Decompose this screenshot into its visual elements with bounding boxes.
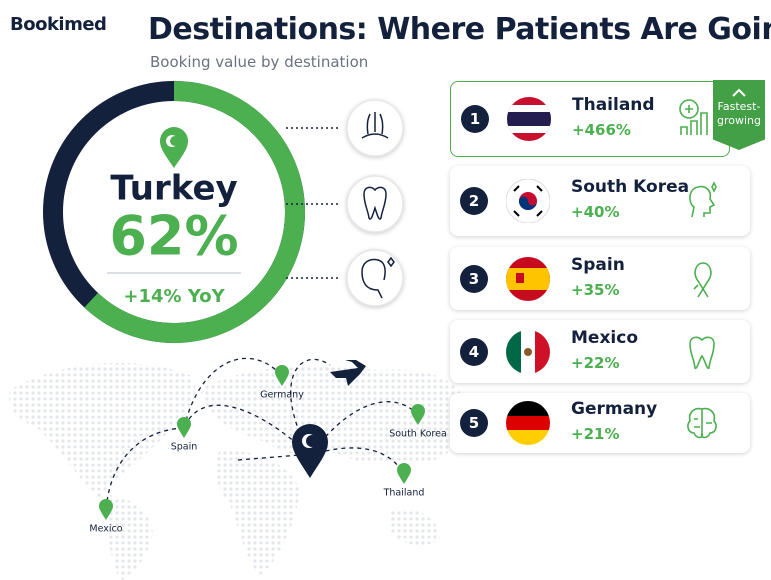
map-label: Spain: [171, 442, 198, 453]
donut: [43, 81, 305, 343]
country: South Korea: [571, 177, 690, 197]
flag: [506, 179, 550, 223]
growth: +466%: [572, 121, 631, 139]
rank: 5: [460, 409, 488, 437]
rank: 4: [460, 337, 488, 366]
plane-icon: [330, 360, 366, 386]
rank: 1: [461, 105, 489, 133]
map-label: Germany: [260, 390, 304, 401]
icon: [689, 181, 717, 218]
subtitle: Booking value by destination: [150, 53, 369, 71]
flag: [506, 329, 550, 374]
icon: [689, 336, 715, 369]
share-arc: [84, 81, 305, 343]
map-pin: [99, 499, 113, 520]
ranking-card: 3 Spain +35%: [450, 247, 750, 310]
hero-share: 62%: [109, 205, 238, 268]
growth: +35%: [571, 280, 620, 299]
icon: [687, 407, 717, 439]
badge: Fastest-growing: [713, 80, 765, 150]
ranking-card: 4 Mexico +22%: [450, 320, 750, 383]
flag: [506, 401, 550, 445]
ranking-card: 5 Germany +21%: [450, 393, 750, 453]
badge-text: Fastest-growing: [717, 100, 761, 127]
country: Spain: [571, 254, 625, 275]
map-pin: [275, 365, 289, 386]
country: Mexico: [571, 327, 638, 348]
icon: [679, 99, 708, 135]
treatment-icons: [286, 99, 404, 307]
rank: 3: [460, 264, 488, 293]
title: Destinations: Where Patients Are Going: [148, 12, 771, 47]
turkey-pin: [292, 424, 328, 478]
flag: [507, 97, 551, 141]
icon: [693, 261, 712, 297]
rank: 2: [460, 187, 488, 215]
country: Thailand: [572, 95, 655, 115]
ranking-card: 2 South Korea +40%: [450, 166, 750, 236]
growth: +21%: [571, 425, 620, 443]
map-pin: [411, 404, 425, 425]
ranking-card: 1 Thailand +466%: [450, 81, 730, 157]
growth: +22%: [571, 353, 620, 372]
map-pin: [177, 417, 191, 438]
map-label: South Korea: [389, 429, 447, 440]
map-label: Thailand: [383, 488, 425, 499]
map-label: Mexico: [89, 524, 122, 535]
flag: [506, 256, 550, 301]
hero-country: Turkey: [110, 169, 237, 209]
logo: Bookimed: [10, 14, 107, 35]
growth: +40%: [571, 203, 620, 221]
world-map: [9, 363, 472, 580]
hero-yoy: +14% YoY: [123, 286, 225, 307]
country: Germany: [571, 399, 658, 419]
map-pin: [397, 463, 411, 484]
